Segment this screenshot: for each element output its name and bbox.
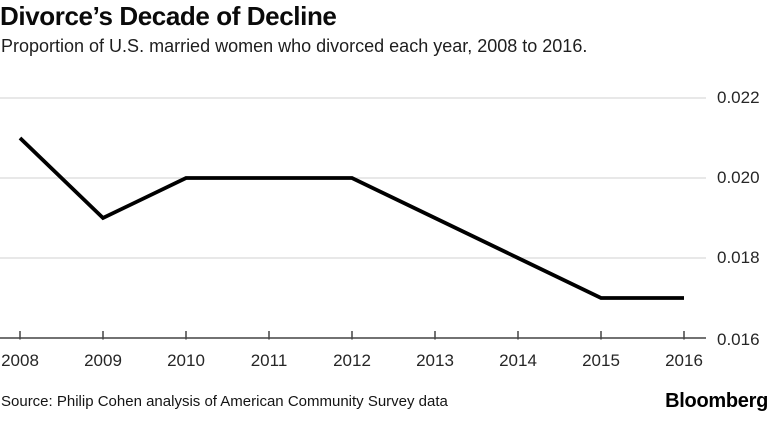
x-axis-tick-label: 2013 [416, 351, 454, 370]
y-axis-tick-label: 0.018 [717, 248, 760, 267]
x-axis-tick-label: 2015 [582, 351, 620, 370]
x-axis-tick-label: 2014 [499, 351, 537, 370]
x-axis-tick-label: 2012 [333, 351, 371, 370]
source-credit: Source: Philip Cohen analysis of America… [1, 393, 448, 410]
y-axis-tick-label: 0.016 [717, 330, 760, 349]
x-axis-tick-label: 2008 [1, 351, 39, 370]
x-axis-tick-label: 2009 [84, 351, 122, 370]
x-axis-tick-label: 2016 [665, 351, 703, 370]
chart-subtitle: Proportion of U.S. married women who div… [1, 36, 588, 56]
bloomberg-logo: Bloomberg [665, 390, 768, 412]
y-axis-tick-label: 0.022 [717, 88, 760, 107]
y-axis-tick-label: 0.020 [717, 168, 760, 187]
x-axis-tick-label: 2011 [250, 351, 288, 370]
divorce-rate-line [18, 136, 684, 300]
x-axis-tick-label: 2010 [167, 351, 205, 370]
chart-title: Divorce’s Decade of Decline [0, 1, 337, 31]
